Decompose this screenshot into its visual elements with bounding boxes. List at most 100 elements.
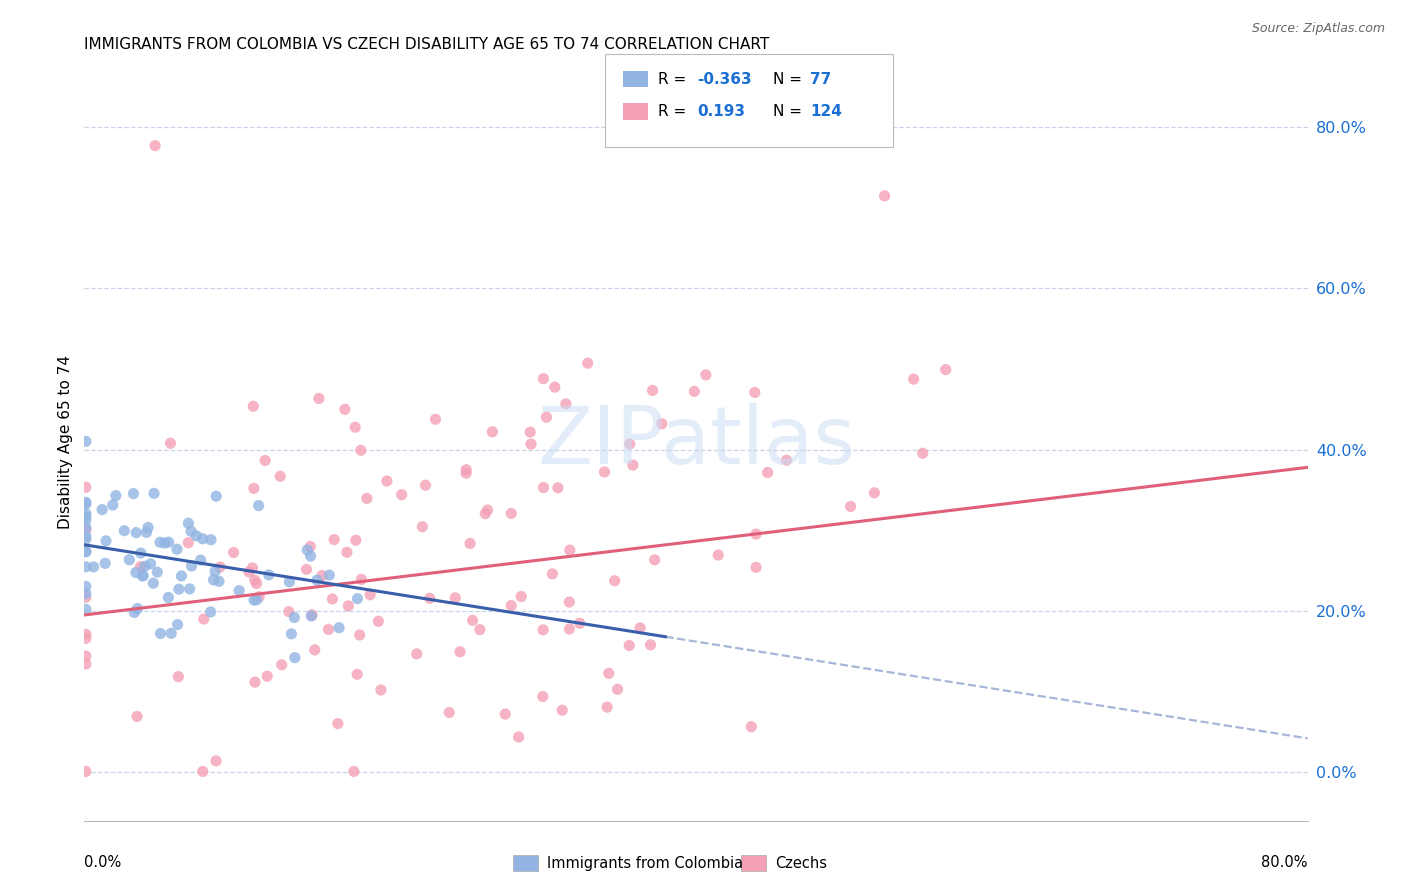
Point (75, 591, 97, 605)
Point (256, 669, 278, 683)
Point (257, 567, 280, 582)
Point (243, 593, 266, 607)
Point (278, 574, 301, 589)
Point (75, 579, 97, 593)
Point (510, 590, 533, 604)
Point (179, 582, 201, 596)
Point (159, 436, 181, 450)
Point (204, 565, 226, 579)
Point (157, 591, 180, 605)
Point (337, 599, 360, 613)
Point (477, 503, 499, 517)
Point (474, 507, 496, 521)
Point (333, 402, 356, 417)
Point (125, 709, 148, 723)
Point (603, 574, 626, 588)
Point (247, 499, 270, 513)
Point (596, 700, 619, 714)
Text: 0.193: 0.193 (697, 104, 745, 119)
Point (75, 520, 97, 534)
Point (318, 568, 340, 582)
Point (533, 372, 555, 386)
Point (606, 682, 628, 697)
Point (425, 412, 447, 426)
Point (456, 463, 478, 477)
Point (124, 606, 146, 620)
Point (101, 498, 124, 512)
Point (112, 524, 135, 538)
Point (391, 488, 413, 502)
Point (449, 645, 471, 659)
Point (745, 560, 768, 574)
Point (104, 489, 127, 503)
Point (277, 605, 299, 619)
Point (628, 621, 651, 635)
Text: R =: R = (658, 104, 692, 119)
Point (131, 569, 153, 583)
Point (558, 622, 581, 636)
Point (598, 666, 620, 681)
Text: 0.0%: 0.0% (84, 855, 121, 870)
Point (494, 707, 516, 722)
Point (297, 543, 319, 558)
Text: 77: 77 (810, 72, 831, 87)
Point (644, 553, 666, 567)
Point (125, 525, 148, 540)
Point (349, 628, 371, 642)
Point (619, 639, 641, 653)
Point (270, 657, 292, 672)
Point (166, 542, 188, 557)
Point (641, 384, 664, 398)
Point (318, 623, 340, 637)
Point (193, 612, 215, 626)
Point (558, 595, 581, 609)
Point (640, 638, 662, 652)
Point (228, 583, 250, 598)
Point (350, 572, 373, 586)
Point (94, 533, 117, 548)
Point (186, 529, 208, 543)
Point (346, 591, 368, 606)
Point (328, 621, 350, 635)
Point (461, 613, 484, 627)
Point (118, 553, 141, 567)
Point (75, 497, 97, 511)
Point (531, 690, 554, 704)
Point (336, 545, 359, 559)
Point (75, 657, 97, 671)
Point (142, 576, 165, 591)
Point (132, 568, 155, 582)
Point (481, 425, 503, 439)
Point (531, 623, 554, 637)
Point (568, 616, 591, 631)
Point (344, 533, 367, 548)
Point (75, 523, 97, 537)
Point (299, 549, 322, 563)
Point (191, 532, 214, 546)
Point (94, 557, 117, 571)
Point (415, 478, 437, 492)
Point (863, 485, 886, 500)
Point (311, 568, 333, 582)
Point (839, 500, 862, 514)
Point (903, 372, 925, 386)
Point (651, 417, 673, 431)
Point (75, 513, 97, 527)
Point (125, 566, 148, 580)
Point (75, 632, 97, 646)
Point (222, 545, 245, 559)
Text: R =: R = (658, 72, 692, 87)
Point (149, 626, 172, 640)
Point (75, 509, 97, 524)
Point (323, 533, 346, 547)
Point (75, 495, 97, 509)
Point (911, 446, 934, 460)
Point (301, 607, 323, 622)
Point (75, 480, 97, 494)
Point (177, 535, 200, 549)
Point (775, 453, 797, 467)
Text: Immigrants from Colombia: Immigrants from Colombia (547, 856, 742, 871)
Point (75, 544, 97, 558)
Point (242, 399, 264, 413)
Point (243, 574, 266, 588)
